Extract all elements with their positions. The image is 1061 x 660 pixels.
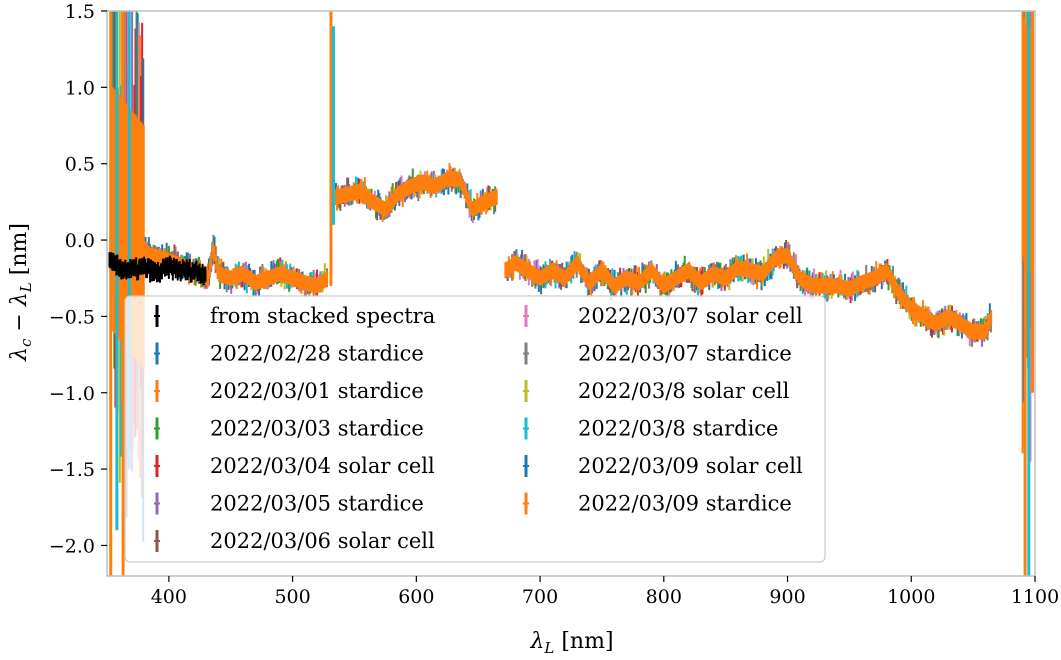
legend-label: 2022/03/03 stardice bbox=[210, 417, 424, 441]
y-tick-label: −2.0 bbox=[49, 535, 95, 557]
axes: 400 500 600 700 800 900 1000 1100 −2.0 −1.5 −1.0 −0… bbox=[49, 1, 1059, 608]
legend-box bbox=[124, 295, 826, 563]
y-tick-label: −1.5 bbox=[49, 459, 95, 481]
legend-label: 2022/03/01 stardice bbox=[210, 379, 424, 403]
y-tick-label: 1.0 bbox=[65, 77, 95, 99]
legend-label: 2022/03/05 stardice bbox=[210, 492, 424, 516]
x-tick-label: 500 bbox=[274, 586, 310, 608]
legend: from stacked spectra 2022/02/28 stardice 2… bbox=[124, 295, 826, 563]
y-tick-label: 1.5 bbox=[65, 1, 95, 23]
legend-label: 2022/02/28 stardice bbox=[210, 342, 424, 366]
legend-label: 2022/03/06 solar cell bbox=[210, 529, 435, 553]
y-axis-label: λc − λL [nm] bbox=[7, 223, 35, 362]
y-tick-label: −0.5 bbox=[49, 306, 95, 328]
x-tick-label: 900 bbox=[769, 586, 805, 608]
x-tick-label: 1000 bbox=[887, 586, 935, 608]
y-tick-label: 0.0 bbox=[65, 230, 95, 252]
legend-label: from stacked spectra bbox=[210, 304, 435, 328]
legend-label: 2022/03/09 stardice bbox=[578, 492, 792, 516]
x-tick-label: 400 bbox=[151, 586, 187, 608]
legend-label: 2022/03/07 stardice bbox=[578, 342, 792, 366]
x-tick-label: 800 bbox=[646, 586, 682, 608]
x-tick-label: 700 bbox=[522, 586, 558, 608]
legend-label: 2022/03/8 stardice bbox=[578, 417, 778, 441]
y-tick-label: 0.5 bbox=[65, 154, 95, 176]
x-tick-label: 1100 bbox=[1011, 586, 1059, 608]
legend-label: 2022/03/09 solar cell bbox=[578, 454, 803, 478]
x-tick-label: 600 bbox=[398, 586, 434, 608]
x-axis-label: λL [nm] bbox=[529, 629, 613, 657]
legend-label: 2022/03/8 solar cell bbox=[578, 379, 790, 403]
y-tick-label: −1.0 bbox=[49, 383, 95, 405]
plot-frame bbox=[106, 10, 1036, 577]
legend-label: 2022/03/04 solar cell bbox=[210, 454, 435, 478]
legend-label: 2022/03/07 solar cell bbox=[578, 304, 803, 328]
